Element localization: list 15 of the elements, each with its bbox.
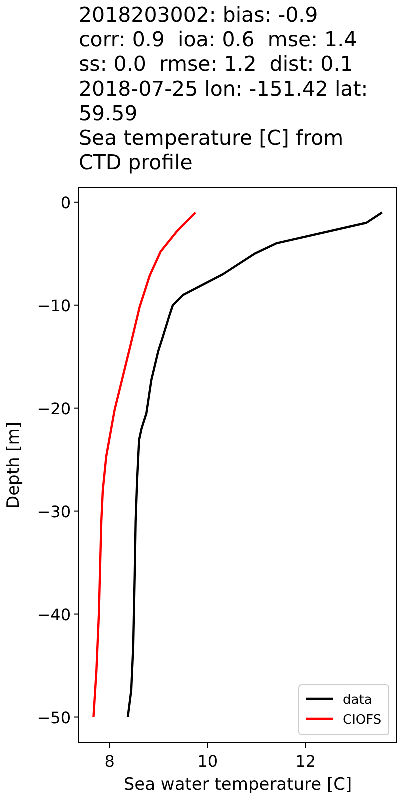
y-axis-title: Depth [m] <box>4 422 24 510</box>
line-series <box>92 212 197 718</box>
y-tick-label: −40 <box>37 605 71 624</box>
x-tick-label: 10 <box>198 752 218 771</box>
y-tick-label: −50 <box>37 708 71 728</box>
chart-title: 2018203002: bias: -0.9 corr: 0.9 ioa: 0.6 mse: 1.4 ss: 0.0 rmse: 1.2 dist: 0.1 2018-07-25 lon: -151.42 lat: 59.59 Sea temperature [C] from CTD profile <box>79 3 368 175</box>
x-tick-label: 12 <box>296 752 316 771</box>
legend-label: data <box>343 693 372 708</box>
y-tick-label: 0 <box>60 193 71 212</box>
legend-label: CIOFS <box>343 713 382 728</box>
y-tick-label: −20 <box>37 399 71 418</box>
y-tick-label: −30 <box>37 502 71 522</box>
x-tick-label: 8 <box>104 752 115 771</box>
y-tick-label: −10 <box>37 296 71 316</box>
x-axis-title: Sea water temperature [C] <box>124 775 352 795</box>
